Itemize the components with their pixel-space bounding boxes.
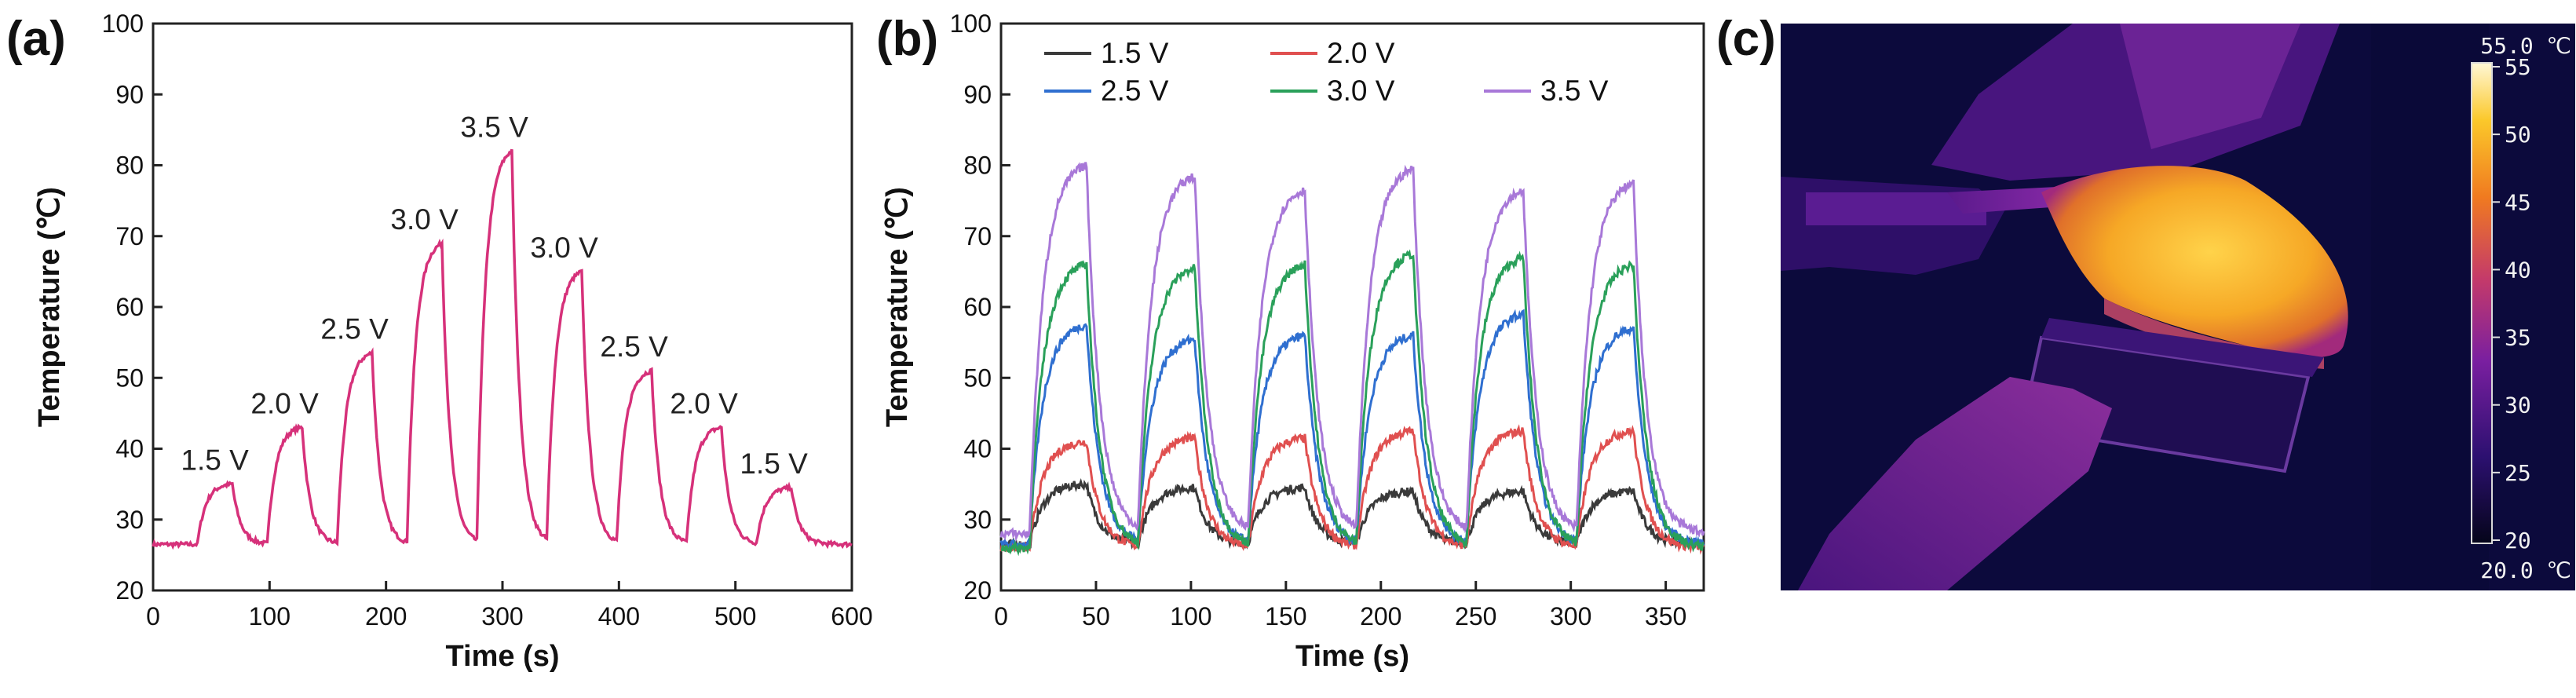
panel-a-voltage-label: 3.0 V (530, 232, 598, 264)
thermal-colorbar-tick-label: 40 (2505, 257, 2531, 283)
a-y-tick-label: 90 (115, 80, 144, 108)
a-y-tick-label: 50 (115, 364, 144, 392)
a-x-tick-label: 300 (481, 602, 523, 630)
thermal-colorbar-tick-label: 55 (2505, 54, 2531, 80)
a-y-tick-label: 80 (115, 152, 144, 180)
panel-b-line-chart: (b) 0 50 100 150 200 250 300 350 20 30 40 50 60 70 80… (876, 9, 1705, 673)
a-x-tick-label: 0 (146, 602, 160, 630)
panel-b-legend-label: 2.5 V (1101, 75, 1169, 107)
thermal-finger-bottom (1798, 377, 2112, 590)
a-y-tick-label: 60 (115, 293, 144, 321)
thermal-colorbar (2471, 62, 2493, 544)
b-x-tick-label: 0 (994, 602, 1008, 630)
panel-a-plot-frame (152, 22, 853, 592)
a-x-tick-label: 400 (598, 602, 640, 630)
panel-b-legend-label: 1.5 V (1101, 37, 1169, 69)
panel-a-voltage-label: 3.0 V (390, 203, 459, 236)
thermal-colorbar-tick-label: 50 (2505, 122, 2531, 148)
b-y-tick-label: 80 (963, 152, 992, 180)
panel-c-thermal-image: (c) 55.0 ℃ 20.0 ℃ 55 50 45 40 35 30 25 20 (1716, 12, 2575, 590)
b-x-tick-label: 50 (1082, 602, 1110, 630)
panel-b-series-line (999, 309, 1705, 553)
panel-a-line-chart: (a) 0 100 200 300 400 500 600 20 30 40 50 60 70 80 90… (6, 9, 873, 673)
thermal-device-box-top (2041, 318, 2324, 377)
panel-b-y-axis-label: Temperature (℃) (881, 187, 914, 427)
b-y-tick-label: 100 (950, 9, 992, 38)
thermal-colorbar-max-label: 55.0 ℃ (2480, 33, 2571, 59)
panel-a-x-axis-label: Time (s) (445, 640, 559, 673)
panel-c-label: (c) (1716, 12, 1776, 66)
panel-b-legend-label: 3.0 V (1327, 75, 1395, 107)
b-y-tick-label: 40 (963, 435, 992, 463)
b-y-tick-label: 60 (963, 293, 992, 321)
panel-a-series-line (152, 148, 853, 550)
b-x-tick-label: 150 (1265, 602, 1306, 630)
thermal-upper-band-glow (2120, 24, 2300, 149)
panel-a-y-axis-label: Temperature (℃) (33, 187, 66, 427)
panel-a-voltage-label: 2.0 V (250, 387, 319, 419)
thermal-colorbar-tick-label: 30 (2505, 393, 2531, 418)
b-y-tick-label: 30 (963, 506, 992, 534)
a-x-tick-label: 100 (249, 602, 290, 630)
panel-a-voltage-label: 3.5 V (460, 111, 528, 143)
b-y-tick-label: 70 (963, 222, 992, 250)
panel-a-voltage-label: 2.5 V (600, 331, 668, 363)
b-x-tick-label: 350 (1645, 602, 1686, 630)
panel-b-legend-label: 2.0 V (1327, 37, 1395, 69)
a-y-tick-label: 20 (115, 576, 144, 605)
a-y-tick-label: 40 (115, 435, 144, 463)
a-y-tick-label: 30 (115, 506, 144, 534)
thermal-colorbar-min-label: 20.0 ℃ (2480, 557, 2571, 583)
a-y-tick-label: 70 (115, 222, 144, 250)
b-x-tick-label: 100 (1170, 602, 1211, 630)
panel-b-series-line (999, 162, 1705, 543)
thermal-colorbar-tick-label: 35 (2505, 325, 2531, 351)
panel-a-voltage-label: 1.5 V (181, 444, 249, 477)
thermal-right-shade (2371, 24, 2489, 590)
panel-a-label: (a) (6, 12, 66, 66)
a-y-tick-label: 100 (102, 9, 144, 38)
a-x-tick-label: 500 (714, 602, 756, 630)
panel-b-series-line (1000, 249, 1705, 557)
b-y-tick-label: 90 (963, 80, 992, 108)
thermal-colorbar-tick-label: 45 (2505, 189, 2531, 215)
thermal-hot-dome (2041, 166, 2348, 358)
b-y-tick-label: 50 (963, 364, 992, 392)
panel-b-legend-label: 3.5 V (1540, 75, 1609, 107)
a-x-tick-label: 200 (365, 602, 407, 630)
b-x-tick-label: 250 (1455, 602, 1496, 630)
panel-a-voltage-label: 1.5 V (740, 448, 808, 480)
a-x-tick-label: 600 (831, 602, 872, 630)
panel-b-x-axis-label: Time (s) (1295, 640, 1409, 673)
thermal-wire (1947, 187, 2073, 214)
thermal-colorbar-tick-label: 20 (2505, 528, 2531, 554)
panel-b-label: (b) (876, 12, 938, 66)
panel-a-voltage-label: 2.0 V (670, 387, 738, 419)
thermal-colorbar-tick-label: 25 (2505, 460, 2531, 486)
b-x-tick-label: 200 (1360, 602, 1401, 630)
b-y-tick-label: 20 (963, 576, 992, 605)
panel-a-voltage-label: 2.5 V (320, 313, 389, 345)
b-x-tick-label: 300 (1550, 602, 1591, 630)
